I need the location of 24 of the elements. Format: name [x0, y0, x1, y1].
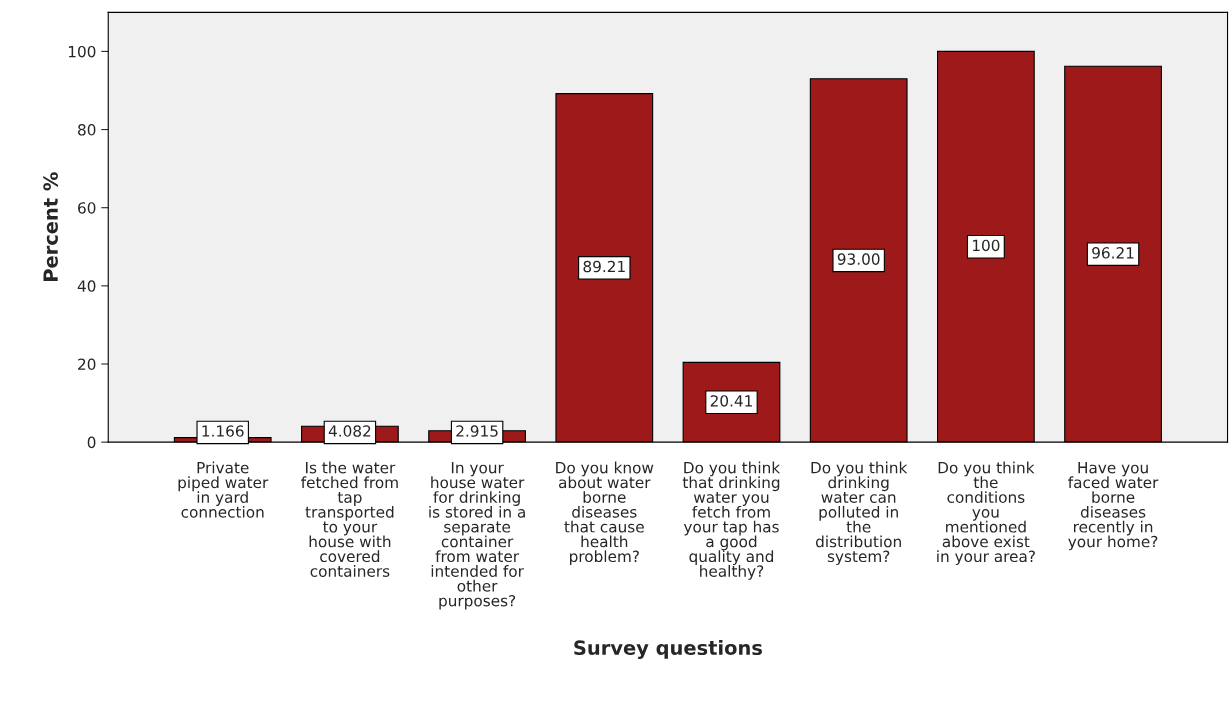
data-label: 20.41	[710, 395, 752, 407]
y-tick-label: 0	[87, 436, 96, 449]
x-tick-label: Is the water fetched from tap transported to your house with covered containers	[301, 461, 398, 577]
x-tick-label: Private piped water in yard connection	[178, 461, 269, 518]
x-tick-label: Do you know about water borne diseases that cause health problem?	[556, 461, 654, 566]
data-label: 1.166	[202, 425, 244, 437]
x-axis-title: Survey questions	[574, 639, 762, 659]
data-label: 4.082	[328, 425, 371, 437]
y-tick-label: 80	[78, 124, 96, 136]
y-tick-label: 40	[77, 280, 96, 292]
y-axis-title: Percent %	[43, 172, 58, 282]
y-tick-label: 20	[78, 358, 96, 371]
data-label: 93.00	[837, 253, 880, 265]
data-label: 96.21	[1092, 247, 1134, 259]
x-tick-label: Have you faced water borne diseases recently in your home?	[1068, 462, 1159, 551]
x-tick-label: Do you think drinking water can polluted in the distribution system?	[811, 461, 908, 566]
x-tick-label: Do you think that drinking water you fetch from your tap has a good quality and healthy?	[682, 461, 781, 580]
y-tick-label: 60	[78, 202, 96, 214]
x-tick-label: Do you think the conditions you mentioned above exist in your area?	[937, 461, 1035, 566]
category-label: In your house water for drinking is stored in a separate container from water intended for other purposes?	[429, 462, 525, 610]
data-label: 89.21	[583, 260, 625, 273]
y-tick-label: 100	[68, 45, 96, 58]
data-label: 100	[972, 239, 1000, 252]
data-label: 2.915	[456, 425, 498, 437]
